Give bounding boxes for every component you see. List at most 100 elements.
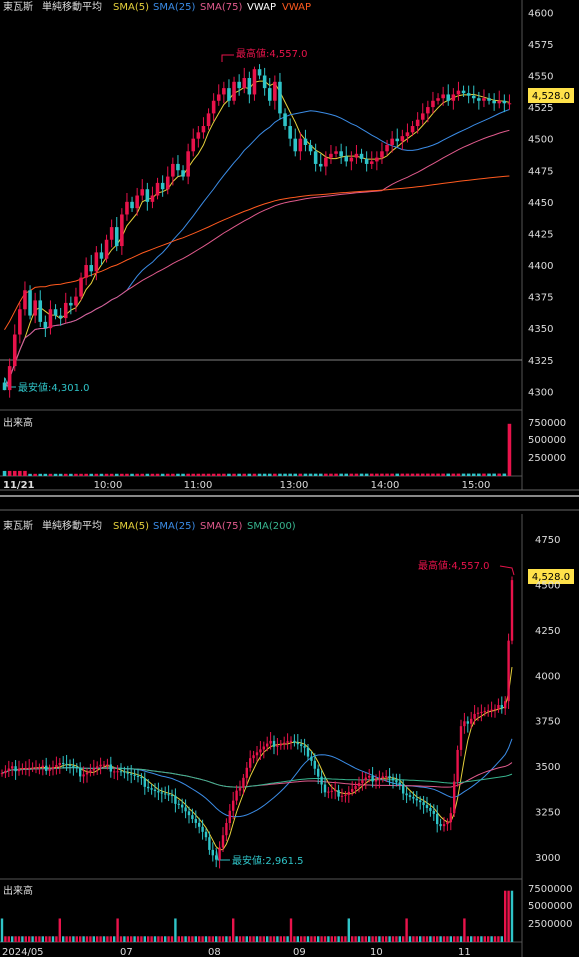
daily-volume-bar <box>334 936 337 942</box>
daily-candle <box>51 766 55 769</box>
intraday-volume-bar <box>206 473 211 476</box>
daily-candle <box>368 775 371 778</box>
legend-sma25-daily[interactable]: SMA(25) <box>153 521 195 532</box>
daily-volume-bar <box>500 936 503 942</box>
daily-candle <box>255 752 259 756</box>
intraday-candle <box>242 78 247 89</box>
daily-candle <box>439 824 442 827</box>
daily-volume-bar <box>58 918 61 942</box>
daily-candle <box>470 718 473 724</box>
intraday-candle <box>349 157 354 162</box>
intraday-volume-tick: 250000 <box>528 453 566 464</box>
intraday-candle <box>273 81 277 101</box>
intraday-candle <box>415 119 420 127</box>
daily-candle <box>75 767 78 769</box>
daily-candle <box>449 813 452 823</box>
daily-candle <box>422 802 425 806</box>
legend-sma5[interactable]: SMA(5) <box>113 2 149 13</box>
intraday-x-tick: 11:00 <box>184 480 213 491</box>
daily-volume-bar <box>283 936 286 942</box>
daily-volume-bar <box>160 936 163 942</box>
intraday-candle <box>436 98 440 101</box>
daily-volume-bar <box>429 936 432 942</box>
daily-volume-bar <box>293 936 296 942</box>
intraday-x-tick: 15:00 <box>462 480 491 491</box>
legend-sma200-daily[interactable]: SMA(200) <box>247 521 296 532</box>
intraday-candle <box>431 100 435 108</box>
daily-volume-bar <box>374 936 378 942</box>
daily-volume-bar <box>357 936 361 942</box>
daily-volume-bar <box>48 936 51 942</box>
daily-last-price-tag: 4,528.0 <box>528 569 574 584</box>
intraday-candle <box>354 153 359 158</box>
intraday-volume-bar <box>334 473 338 476</box>
intraday-candle <box>171 163 175 177</box>
intraday-vwap-line <box>4 175 510 331</box>
intraday-volume-bar <box>109 473 114 476</box>
legend-sma75[interactable]: SMA(75) <box>200 2 242 13</box>
intraday-candle <box>94 252 99 272</box>
intraday-volume-bar <box>344 473 349 476</box>
legend-sma25[interactable]: SMA(25) <box>153 2 195 13</box>
daily-volume-bar <box>242 936 245 942</box>
daily-candle <box>334 790 337 792</box>
intraday-volume-bar <box>415 473 420 476</box>
daily-candle <box>38 767 41 769</box>
intraday-y-tick: 4350 <box>528 324 553 335</box>
intraday-volume-bar <box>436 473 440 476</box>
intraday-volume-bar <box>94 473 99 476</box>
daily-candle <box>510 580 514 641</box>
intraday-candle <box>298 138 303 152</box>
daily-candle <box>303 745 306 748</box>
daily-volume-bar <box>62 936 65 942</box>
intraday-candle <box>339 151 343 157</box>
daily-volume-bar <box>337 936 340 942</box>
daily-candle <box>34 767 38 769</box>
chart-plot-area: 4300 4325 4350 4375 4400 4425 4450 4475 4500 4525… <box>0 8 573 957</box>
daily-candle <box>85 772 89 775</box>
legend-sma75-daily[interactable]: SMA(75) <box>200 521 242 532</box>
daily-candle <box>109 764 112 772</box>
intraday-sma25-line <box>4 109 510 391</box>
daily-candle <box>425 805 429 808</box>
intraday-candle <box>216 94 221 101</box>
intraday-volume-bar <box>288 473 292 476</box>
daily-candle <box>456 749 459 782</box>
intraday-candle <box>28 290 32 316</box>
daily-candle <box>262 746 265 750</box>
daily-volume-bar <box>194 936 197 942</box>
intraday-volume-bar <box>28 473 32 476</box>
intraday-volume-bar <box>487 473 491 476</box>
legend-vwap-white[interactable]: VWAP <box>247 2 276 13</box>
daily-candle <box>45 765 48 771</box>
daily-volume-bar <box>187 936 191 942</box>
intraday-volume-bar <box>385 473 389 476</box>
daily-volume-bar <box>507 890 510 942</box>
daily-volume-bar <box>38 936 41 942</box>
intraday-volume-bar <box>339 473 343 476</box>
intraday-candle <box>426 107 430 114</box>
daily-volume-bar <box>225 936 228 942</box>
intraday-volume-bar <box>38 473 43 476</box>
intraday-volume-bar <box>191 473 196 476</box>
intraday-volume-bar <box>145 473 150 476</box>
daily-candle <box>487 710 490 712</box>
daily-candle <box>347 791 350 795</box>
daily-volume-bar <box>232 918 235 942</box>
intraday-candle <box>318 163 323 167</box>
daily-volume-bar <box>266 936 269 942</box>
legend-sma5-daily[interactable]: SMA(5) <box>113 521 149 532</box>
intraday-candle <box>114 227 119 247</box>
daily-candle <box>283 742 286 745</box>
intraday-volume-bar <box>7 470 12 476</box>
legend-vwap-orange[interactable]: VWAP <box>282 2 311 13</box>
intraday-candle <box>33 300 37 316</box>
intraday-volume-bar <box>400 473 405 476</box>
intraday-candle <box>43 321 48 329</box>
intraday-volume-bar <box>369 473 374 476</box>
intraday-candle <box>288 126 292 139</box>
intraday-candle <box>329 153 333 158</box>
daily-volume-bar <box>208 936 211 942</box>
